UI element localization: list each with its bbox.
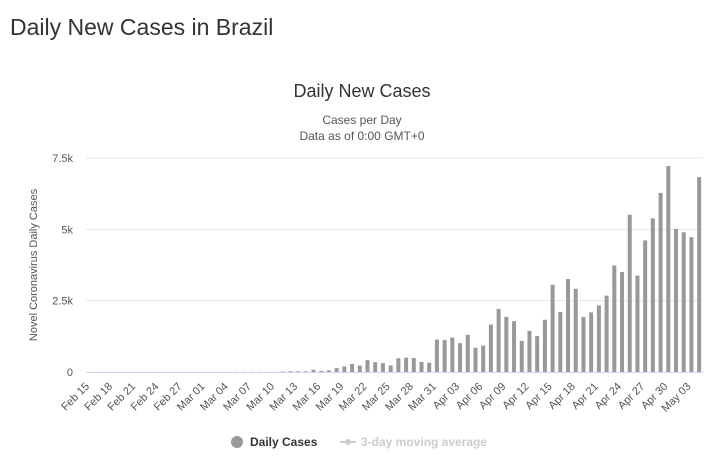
chart-subtitle-line-1: Cases per Day	[322, 113, 401, 127]
bar	[419, 361, 424, 372]
bar	[465, 334, 470, 372]
bar	[280, 371, 285, 373]
bar	[650, 218, 655, 372]
bar	[411, 358, 416, 372]
bar	[635, 275, 640, 372]
bar	[450, 337, 455, 372]
chart-title: Daily New Cases	[293, 81, 430, 101]
legend-daily-cases[interactable]: Daily Cases	[231, 435, 318, 449]
bar	[350, 363, 355, 372]
bar	[442, 340, 447, 372]
bar	[334, 368, 339, 372]
bar	[388, 365, 393, 372]
bar	[596, 305, 601, 372]
y-tick-label: 5k	[61, 224, 73, 236]
bar	[681, 232, 686, 372]
bar	[496, 308, 501, 372]
bar	[604, 295, 609, 372]
bar	[558, 311, 563, 372]
bar	[434, 339, 439, 372]
bars	[164, 166, 702, 373]
bar	[581, 317, 586, 372]
bar	[566, 279, 571, 372]
bar	[488, 324, 493, 372]
bar	[326, 370, 331, 372]
bar	[658, 192, 663, 372]
legend-daily-cases-marker	[231, 436, 243, 448]
bar	[427, 362, 432, 372]
bar	[380, 363, 385, 372]
bar	[519, 340, 524, 372]
bar	[535, 336, 540, 372]
bar	[674, 228, 679, 372]
bar	[643, 240, 648, 372]
bar	[396, 358, 401, 372]
bar	[666, 166, 671, 372]
bar	[504, 316, 509, 372]
bar	[458, 343, 463, 372]
legend-moving-average-label: 3-day moving average	[361, 435, 487, 449]
bar	[612, 265, 617, 372]
bar	[542, 319, 547, 372]
y-axis-title: Novel Coronavirus Daily Cases	[28, 188, 40, 341]
legend-daily-cases-label: Daily Cases	[250, 435, 318, 449]
bar	[288, 371, 293, 372]
bar	[311, 369, 316, 372]
bar	[373, 362, 378, 372]
bar	[620, 272, 625, 372]
y-tick-label: 7.5k	[52, 153, 73, 165]
grid-lines	[86, 157, 703, 302]
bar	[527, 330, 532, 372]
bar	[357, 365, 362, 372]
bar	[697, 176, 702, 372]
bar	[296, 371, 301, 372]
bar	[319, 371, 324, 372]
bar	[550, 284, 555, 372]
y-tick-label: 2.5k	[52, 296, 73, 308]
bar	[689, 237, 694, 372]
bar	[512, 321, 517, 372]
bar	[303, 371, 308, 372]
y-tick-label: 0	[67, 367, 73, 379]
bar	[481, 345, 486, 372]
bar	[473, 347, 478, 372]
legend-moving-average-marker	[345, 439, 351, 445]
bar	[589, 312, 594, 372]
bar	[342, 366, 347, 372]
page-heading: Daily New Cases in Brazil	[10, 14, 274, 40]
bar	[627, 214, 632, 372]
chart-subtitle-line-2: Data as of 0:00 GMT+0	[299, 129, 424, 143]
bar	[573, 288, 578, 372]
legend-moving-average[interactable]: 3-day moving average	[340, 435, 487, 449]
bar	[404, 357, 409, 372]
bar	[365, 360, 370, 372]
y-axis-labels: 0 2.5k 5k 7.5k	[52, 153, 73, 379]
